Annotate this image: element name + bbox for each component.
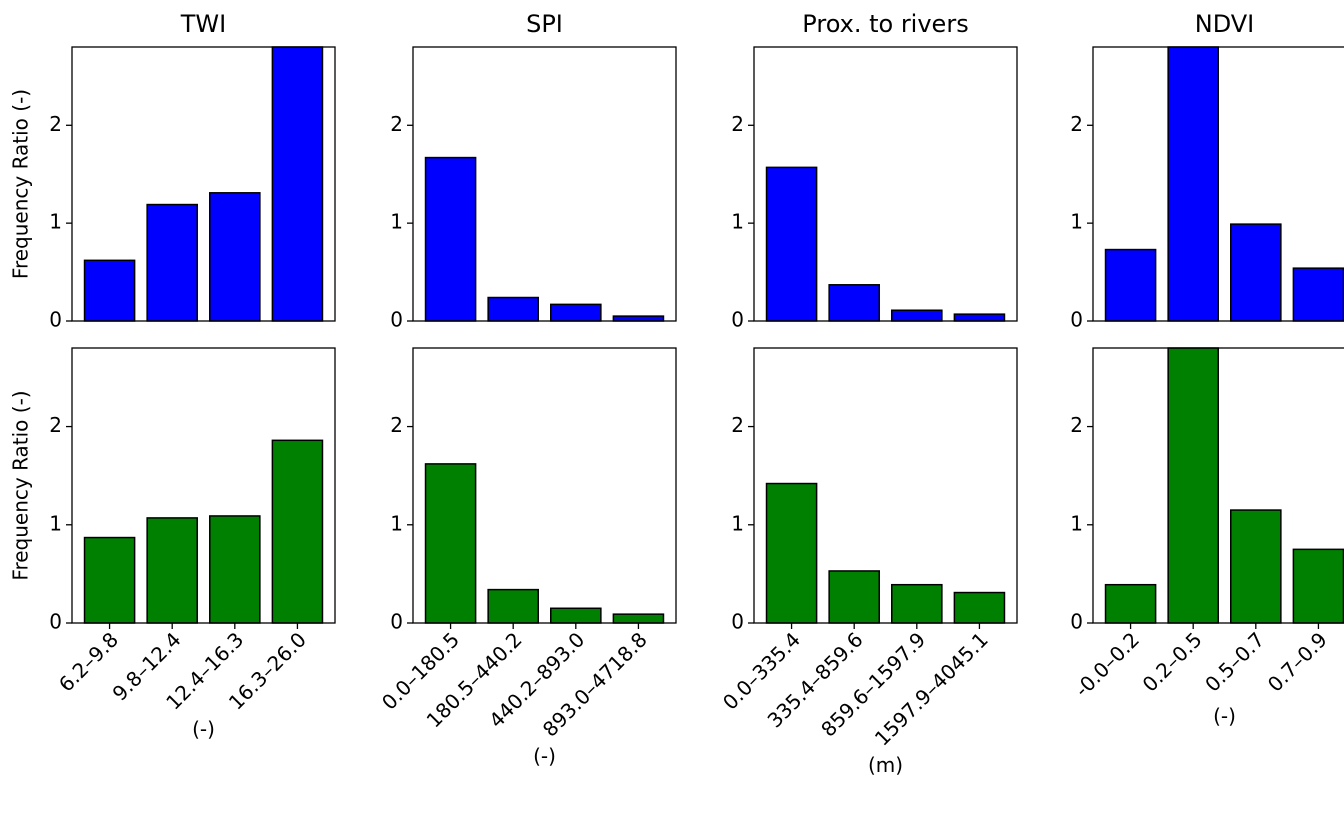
y-tick-label: 1: [390, 210, 403, 234]
bar: [487, 296, 539, 322]
bar: [1167, 347, 1219, 624]
y-tick-label: 1: [390, 511, 403, 535]
subplot: 0 1 2 TWI Frequency Ratio (-): [9, 10, 336, 332]
subplot: 0120.0–180.5180.5–440.2440.2–893.0893.0–…: [377, 347, 677, 768]
y-tick-label: 1: [731, 511, 744, 535]
bar: [1104, 583, 1157, 624]
y-tick-label: 0: [49, 308, 62, 332]
y-axis-label: Frequency Ratio (-): [9, 89, 33, 279]
y-tick-label: 1: [731, 210, 744, 234]
bar: [487, 588, 539, 624]
axes-frame: [71, 347, 336, 624]
y-tick-label: 2: [731, 413, 744, 437]
bar: [1104, 248, 1157, 322]
axes-frame: [412, 347, 677, 624]
bar: [550, 303, 602, 322]
subplot-title: NDVI: [1195, 10, 1255, 38]
axes-frame: [753, 347, 1018, 624]
y-tick-label: 1: [49, 511, 62, 535]
y-tick-label: 0: [49, 610, 62, 634]
y-tick-label: 1: [1070, 210, 1083, 234]
bar: [1292, 267, 1344, 322]
y-tick-label: 2: [390, 112, 403, 136]
subplot: 0 1 2 -0.0–0.20.2–0.50.5–0.70.7–0.9 (-): [1070, 347, 1344, 728]
y-tick-label: 0: [1070, 308, 1083, 332]
y-tick-label: 0: [390, 308, 403, 332]
subplot: 0 1 2 SPI: [390, 10, 677, 332]
subplot-title: SPI: [526, 10, 563, 38]
bar: [612, 315, 665, 322]
bar: [1292, 548, 1344, 624]
x-tick-label: 0.5–0.7: [1200, 627, 1269, 696]
bar: [1167, 46, 1219, 322]
bar: [828, 284, 880, 322]
bar: [271, 46, 324, 322]
bar: [1230, 223, 1282, 322]
y-tick-label: 0: [731, 308, 744, 332]
bar: [271, 439, 324, 624]
bar: [146, 517, 198, 624]
subplot-title: Prox. to rivers: [802, 10, 968, 38]
bar: [424, 156, 477, 322]
subplot-title: TWI: [180, 10, 226, 38]
y-tick-label: 2: [1070, 112, 1083, 136]
bar: [953, 313, 1006, 322]
bar: [83, 536, 136, 624]
subplot: 0120.0–335.4335.4–859.6859.6–1597.91597.…: [718, 347, 1018, 777]
y-tick-label: 1: [49, 210, 62, 234]
y-tick-label: 0: [731, 610, 744, 634]
bar: [1230, 509, 1282, 624]
axes-frame: [1092, 347, 1344, 624]
bar: [828, 570, 880, 624]
x-tick-label: -0.0–0.2: [1070, 627, 1144, 701]
x-axis-label: (m): [868, 753, 903, 777]
x-axis-label: (-): [1213, 704, 1236, 728]
bar: [765, 482, 818, 624]
x-tick-label: 0.7–0.9: [1263, 627, 1332, 696]
bar: [209, 515, 261, 624]
bar: [765, 166, 818, 322]
y-tick-label: 2: [390, 413, 403, 437]
x-tick-label: 1597.9–4045.1: [870, 627, 993, 750]
x-tick-label: 0.2–0.5: [1138, 627, 1207, 696]
y-tick-label: 1: [1070, 511, 1083, 535]
y-tick-label: 0: [390, 610, 403, 634]
y-tick-label: 2: [49, 112, 62, 136]
bar: [891, 583, 943, 624]
y-axis-label: Frequency Ratio (-): [9, 390, 33, 580]
y-tick-label: 2: [731, 112, 744, 136]
axes-frame: [753, 46, 1018, 322]
bar: [146, 203, 198, 322]
bar: [891, 309, 943, 322]
bar: [424, 463, 477, 624]
subplot: 0 1 2 NDVI: [1070, 10, 1344, 332]
bar: [550, 607, 602, 624]
bar: [83, 259, 136, 322]
bar: [953, 591, 1006, 624]
x-axis-label: (-): [533, 744, 556, 768]
bar: [612, 613, 665, 624]
bar: [209, 192, 261, 322]
y-tick-label: 2: [49, 413, 62, 437]
y-tick-label: 2: [1070, 413, 1083, 437]
x-axis-label: (-): [192, 717, 215, 741]
axes-frame: [1092, 46, 1344, 322]
axes-frame: [412, 46, 677, 322]
axes-frame: [71, 46, 336, 322]
subplot: 0 1 2 Prox. to rivers: [731, 10, 1018, 332]
y-tick-label: 0: [1070, 610, 1083, 634]
